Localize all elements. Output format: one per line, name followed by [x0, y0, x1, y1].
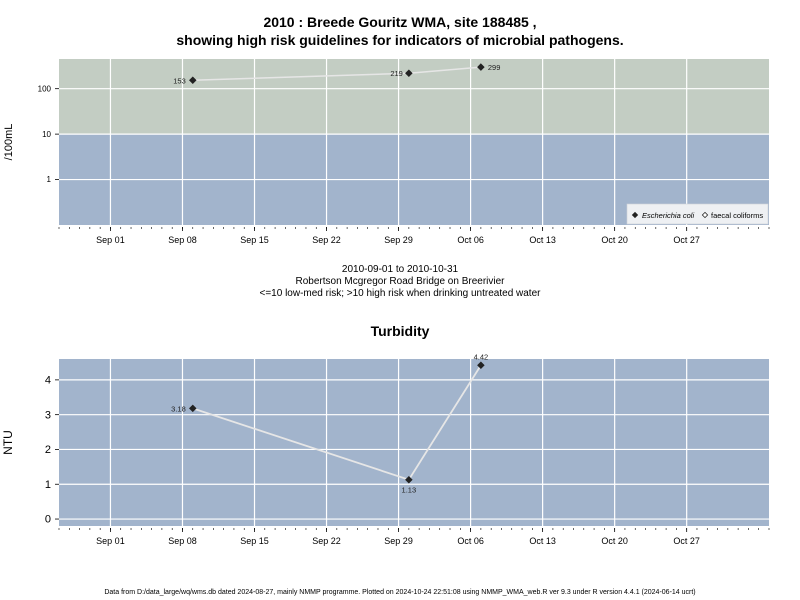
legend-key-e-coli: [631, 211, 639, 219]
y-tick-label-0: 0: [45, 514, 51, 526]
legend-key-faecal-coliforms: [701, 211, 709, 219]
x-tick-label-5: Oct 06: [457, 235, 484, 245]
y-tick-label-0: 1: [47, 175, 52, 184]
data-label-0-0: 3.18: [171, 404, 186, 413]
turbidity-title: Turbidity: [370, 323, 430, 339]
data-point-0-1: [405, 69, 413, 77]
x-tick-label-1: Sep 08: [168, 536, 197, 546]
x-tick-label-4: Sep 29: [384, 536, 413, 546]
y-axis-label: /100mL: [3, 124, 15, 161]
data-point-0-0: [189, 76, 197, 85]
x-tick-label-4: Sep 29: [384, 235, 413, 245]
chart-title-line-2: showing high risk guidelines for indicat…: [176, 32, 624, 48]
x-tick-label-8: Oct 27: [673, 235, 700, 245]
legend-label-faecal-coliforms: faecal coliforms: [711, 211, 763, 220]
y-tick-label-1: 10: [42, 130, 51, 139]
x-tick-label-0: Sep 01: [96, 536, 125, 546]
x-tick-label-6: Oct 13: [529, 536, 556, 546]
data-point-0-2: [477, 361, 485, 370]
x-tick-label-2: Sep 15: [240, 235, 269, 245]
x-tick-label-3: Sep 22: [312, 536, 341, 546]
y-tick-label-2: 100: [38, 84, 52, 93]
data-point-0-0: [189, 404, 197, 413]
legend-box: [626, 203, 769, 225]
data-point-0-2: [477, 63, 485, 71]
footer-note: Data from D:/data_large/wq/wms.db dated …: [104, 589, 696, 596]
data-label-0-0: 153: [173, 76, 186, 85]
x-tick-label-7: Oct 20: [601, 536, 628, 546]
data-point-0-1: [405, 475, 413, 484]
legend-label-e-coli: Escherichia coli: [642, 211, 694, 220]
risk-band-1: [59, 59, 769, 135]
chart-caption-line-2: Robertson Mcgregor Road Bridge on Breeri…: [295, 276, 505, 287]
x-tick-label-6: Oct 13: [529, 235, 556, 245]
x-tick-label-3: Sep 22: [312, 235, 341, 245]
y-tick-label-1: 1: [45, 479, 51, 491]
chart-caption-line-1: 2010-09-01 to 2010-10-31: [341, 264, 459, 275]
chart-caption-line-3: <=10 low-med risk; >10 high risk when dr…: [259, 288, 541, 299]
x-tick-label-0: Sep 01: [96, 235, 125, 245]
data-label-0-2: 4.42: [474, 352, 489, 361]
x-tick-label-1: Sep 08: [168, 235, 197, 245]
x-tick-label-2: Sep 15: [240, 536, 269, 546]
plot-background: [59, 359, 769, 526]
data-label-0-2: 299: [488, 63, 501, 72]
data-label-0-1: 1.13: [402, 486, 417, 495]
x-tick-label-5: Oct 06: [457, 536, 484, 546]
y-tick-label-2: 2: [45, 444, 51, 456]
y-tick-label-4: 4: [45, 375, 51, 387]
chart-title-line-1: 2010 : Breede Gouritz WMA, site 188485 ,: [263, 14, 537, 30]
x-tick-label-8: Oct 27: [673, 536, 700, 546]
data-label-0-1: 219: [390, 69, 403, 78]
y-tick-label-3: 3: [45, 409, 51, 421]
y-axis-label: NTU: [1, 430, 15, 455]
x-tick-label-7: Oct 20: [601, 235, 628, 245]
